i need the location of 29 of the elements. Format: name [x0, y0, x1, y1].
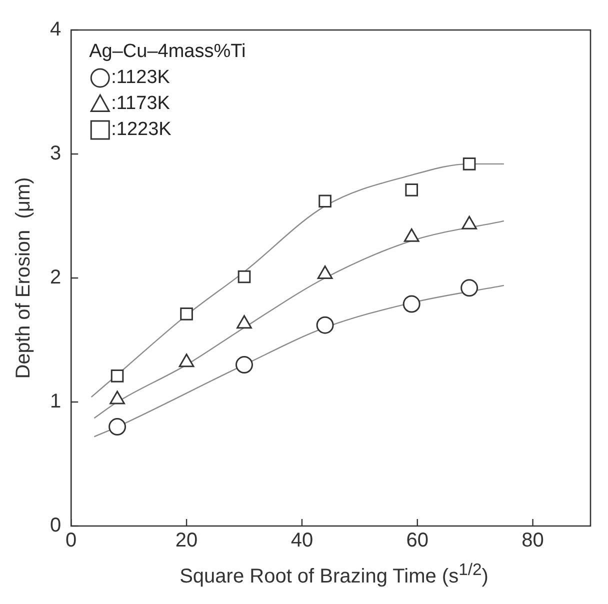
x-tick-label: 0: [66, 530, 77, 552]
y-tick-label: 1: [50, 390, 62, 413]
y-tick-label: 3: [50, 142, 62, 165]
y-tick-label: 2: [50, 266, 62, 289]
x-axis-title: Square Root of Brazing Time (s$^{1/2}$): [178, 560, 490, 589]
point: [402, 295, 420, 313]
x-tick-label: 40: [290, 530, 314, 552]
line-series: [94, 284, 505, 438]
legend-label: :1173K: [111, 93, 170, 114]
point: [405, 184, 418, 196]
point: [108, 418, 126, 436]
x-tick-label: 20: [175, 530, 198, 552]
legend-label: :1223K: [111, 119, 172, 140]
line-series: [94, 220, 505, 419]
x-tick-label: 80: [522, 530, 544, 552]
point: [460, 279, 478, 297]
point: [316, 316, 334, 334]
point: [318, 194, 332, 208]
point: [110, 370, 124, 382]
legend-title: Ag–Cu–4mass%Ti: [89, 41, 246, 62]
y-axis-title: Depth of Erosion (μm): [12, 177, 35, 379]
point: [180, 308, 193, 320]
y-tick-label: 0: [50, 514, 62, 537]
point: [462, 158, 476, 170]
legend-label: :1123K: [111, 67, 170, 88]
point: [236, 356, 253, 374]
x-tick-label: 60: [406, 530, 428, 552]
y-tick-label: 4: [50, 18, 62, 41]
point: [238, 270, 251, 284]
